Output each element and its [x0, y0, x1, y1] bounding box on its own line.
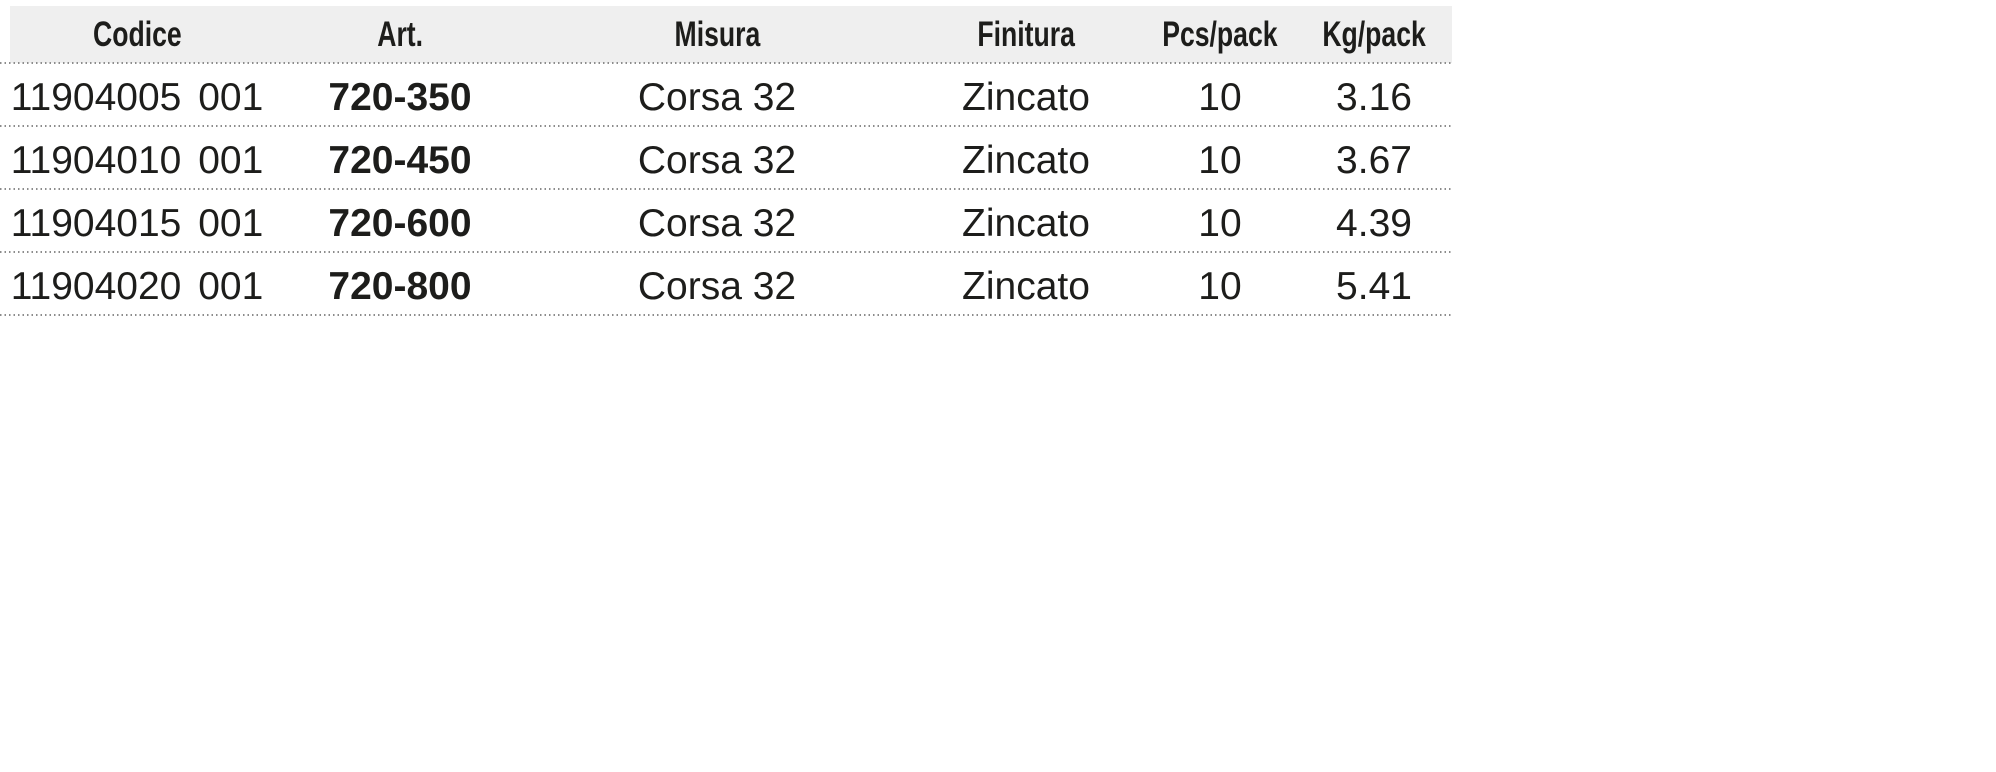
cell-art: 720-450: [328, 138, 472, 182]
cell-kg-pack: 4.39: [1336, 201, 1412, 245]
header-background-band: [10, 6, 1452, 63]
cell-finitura: Zincato: [962, 138, 1090, 182]
table-row: 11904020 001 720-800 Corsa 32 Zincato 10…: [0, 252, 1452, 316]
column-header-art: Art.: [377, 14, 423, 54]
column-header-misura: Misura: [674, 14, 760, 54]
table-header-row: Codice Art. Misura Finitura Pcs/pack Kg/…: [0, 6, 1452, 64]
cell-codice: 11904020 001: [10, 264, 264, 308]
cell-kg-pack: 5.41: [1336, 264, 1412, 308]
cell-art: 720-600: [328, 201, 472, 245]
cell-pcs-pack: 10: [1198, 75, 1242, 119]
cell-art: 720-800: [328, 264, 472, 308]
cell-pcs-pack: 10: [1198, 201, 1242, 245]
cell-misura: Corsa 32: [637, 75, 797, 119]
cell-finitura: Zincato: [962, 201, 1090, 245]
cell-kg-pack: 3.67: [1336, 138, 1412, 182]
column-header-finitura: Finitura: [977, 14, 1075, 54]
cell-pcs-pack: 10: [1198, 138, 1242, 182]
cell-codice: 11904005 001: [10, 75, 264, 119]
column-header-pcs-pack: Pcs/pack: [1162, 14, 1278, 54]
product-table: Codice Art. Misura Finitura Pcs/pack Kg/…: [0, 0, 1452, 316]
table-row: 11904010 001 720-450 Corsa 32 Zincato 10…: [0, 126, 1452, 190]
cell-codice: 11904010 001: [10, 138, 264, 182]
column-header-kg-pack: Kg/pack: [1322, 14, 1426, 54]
cell-misura: Corsa 32: [637, 264, 797, 308]
table-row: 11904015 001 720-600 Corsa 32 Zincato 10…: [0, 189, 1452, 253]
column-header-codice: Codice: [92, 14, 182, 54]
cell-art: 720-350: [328, 75, 472, 119]
cell-finitura: Zincato: [962, 264, 1090, 308]
cell-pcs-pack: 10: [1198, 264, 1242, 308]
cell-misura: Corsa 32: [637, 138, 797, 182]
cell-finitura: Zincato: [962, 75, 1090, 119]
cell-codice: 11904015 001: [10, 201, 264, 245]
cell-misura: Corsa 32: [637, 201, 797, 245]
table-row: 11904005 001 720-350 Corsa 32 Zincato 10…: [0, 63, 1452, 127]
cell-kg-pack: 3.16: [1336, 75, 1412, 119]
